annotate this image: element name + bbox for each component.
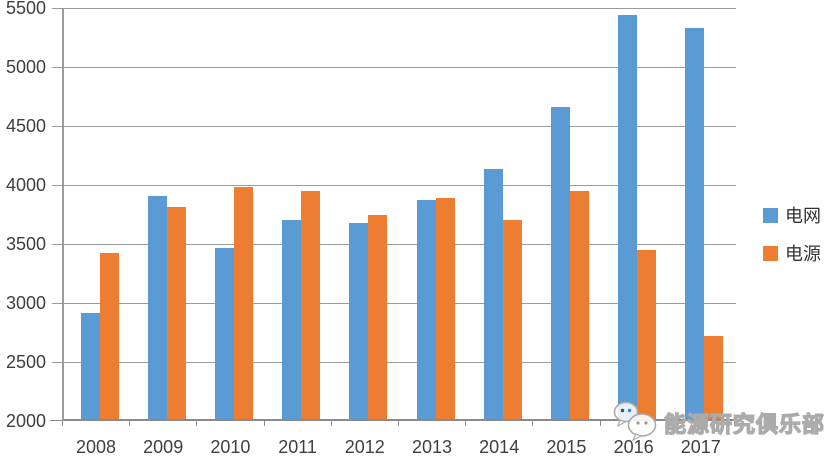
gridline-3000: [52, 303, 736, 304]
y-tick-label-3500: 3500: [5, 234, 46, 254]
x-tick-label-2014: 2014: [479, 437, 520, 457]
watermark: 能源研究俱乐部: [612, 399, 825, 446]
bar-电源-2010: [234, 186, 253, 419]
gridline-3500: [52, 244, 736, 245]
y-tick-label-5000: 5000: [5, 57, 46, 77]
legend-label-power: 电源: [785, 244, 821, 264]
x-tick-mark: [263, 421, 265, 426]
x-tick-label-2012: 2012: [344, 437, 385, 457]
x-tick-mark: [398, 421, 399, 426]
x-tick-label-2015: 2015: [546, 437, 587, 457]
bar-电源-2016: [637, 250, 657, 419]
wechat-logo-icon: [612, 399, 660, 446]
bar-电源-2015: [570, 190, 589, 419]
x-tick-label-2008: 2008: [75, 437, 117, 457]
bar-电网-2010: [215, 247, 234, 419]
x-tick-mark: [532, 421, 534, 426]
chart-legend: 电网 电源: [763, 206, 821, 283]
y-tick-label-2000: 2000: [5, 411, 46, 431]
x-tick-label-2016: 2016: [613, 437, 654, 457]
x-tick-label-2011: 2011: [278, 437, 317, 457]
bar-电网-2009: [147, 195, 167, 419]
y-tick-label-4500: 4500: [5, 116, 46, 136]
bar-电源-2008: [99, 252, 119, 419]
legend-item-power: 电源: [763, 244, 821, 264]
x-tick-label-2013: 2013: [411, 437, 453, 457]
bar-电网-2014: [483, 169, 503, 419]
bar-电网-2012: [349, 223, 369, 419]
bar-电网-2016: [618, 14, 638, 419]
x-tick-mark: [666, 421, 668, 426]
gridline-5000: [52, 67, 736, 68]
y-tick-label-4000: 4000: [5, 175, 46, 195]
bar-电源-2009: [166, 206, 186, 419]
bar-电源-2012: [368, 214, 388, 419]
bar-电源-2017: [704, 336, 724, 419]
x-tick-mark: [330, 421, 332, 426]
bar-电源-2014: [502, 219, 522, 419]
x-tick-mark: [599, 421, 601, 426]
gridline-5500: [52, 8, 736, 9]
bar-电网-2015: [551, 107, 570, 419]
x-tick-mark: [62, 421, 63, 426]
bar-电源-2013: [435, 198, 455, 419]
bar-电网-2013: [416, 200, 436, 419]
gridline-2500: [52, 362, 736, 363]
bar-电网-2011: [282, 219, 302, 419]
watermark-text: 能源研究俱乐部: [663, 411, 826, 437]
x-tick-mark: [465, 421, 467, 426]
bar-电网-2008: [80, 313, 100, 419]
legend-swatch-grid: [763, 207, 778, 223]
y-tick-label-5500: 5500: [5, 0, 46, 18]
gridline-4500: [52, 126, 736, 127]
x-tick-label-2017: 2017: [680, 437, 721, 457]
y-tick-label-3000: 3000: [5, 293, 46, 313]
legend-label-grid: 电网: [785, 206, 821, 226]
bar-电网-2017: [685, 27, 705, 419]
y-tick-mark-baseline: [50, 420, 62, 421]
x-tick-label-2009: 2009: [143, 437, 184, 457]
bar-电源-2011: [301, 191, 321, 419]
y-tick-label-2500: 2500: [5, 352, 46, 372]
legend-swatch-power: [763, 245, 778, 261]
bar-chart-plot-area: [52, 8, 736, 421]
x-tick-label-2010: 2010: [210, 437, 251, 457]
x-tick-mark: [734, 421, 735, 426]
x-tick-mark: [129, 421, 131, 426]
x-tick-mark: [196, 421, 198, 426]
legend-item-grid: 电网: [763, 206, 821, 226]
gridline-4000: [52, 185, 736, 186]
